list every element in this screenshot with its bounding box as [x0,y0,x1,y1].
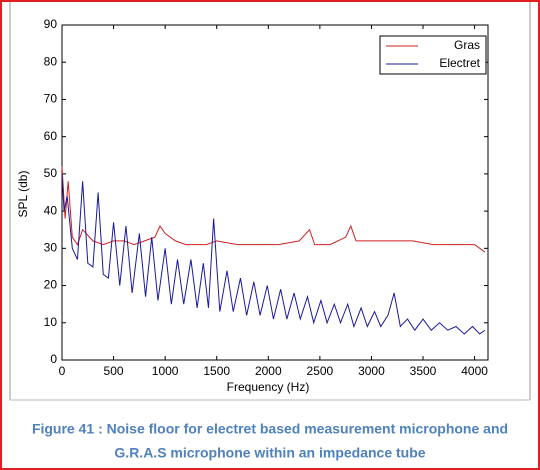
x-axis-label: Frequency (Hz) [227,380,310,394]
y-tick-label: 50 [44,166,58,180]
x-tick-label: 1000 [152,364,179,378]
x-tick-label: 1500 [203,364,230,378]
x-tick-label: 3500 [410,364,437,378]
y-tick-label: 10 [44,315,58,329]
x-tick-label: 4000 [461,364,488,378]
y-tick-label: 80 [44,54,58,68]
x-tick-label: 0 [59,364,66,378]
y-tick-label: 0 [50,352,57,366]
legend-label: Electret [439,56,480,70]
y-tick-label: 70 [44,92,58,106]
plot-area [61,24,489,361]
legend-box [379,35,487,75]
y-tick-label: 60 [44,129,58,143]
series-line [61,173,486,335]
x-tick-label: 2500 [307,364,334,378]
caption-line: G.R.A.S microphone within an impedance t… [114,445,425,461]
y-tick-label: 90 [44,17,58,31]
x-tick-label: 3000 [358,364,385,378]
x-tick-label: 500 [104,364,124,378]
y-tick-label: 30 [44,241,58,255]
legend-label: Gras [454,38,480,52]
x-tick-label: 2000 [255,364,282,378]
y-axis-label: SPL (db) [16,171,30,218]
series-line [61,166,486,253]
y-tick-label: 40 [44,203,58,217]
y-tick-label: 20 [44,278,58,292]
caption-line: Figure 41 : Noise floor for electret bas… [32,421,508,437]
